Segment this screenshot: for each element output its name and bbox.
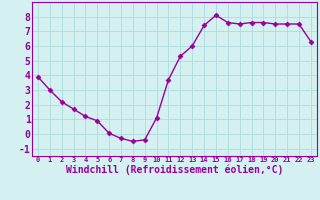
X-axis label: Windchill (Refroidissement éolien,°C): Windchill (Refroidissement éolien,°C) [66,165,283,175]
